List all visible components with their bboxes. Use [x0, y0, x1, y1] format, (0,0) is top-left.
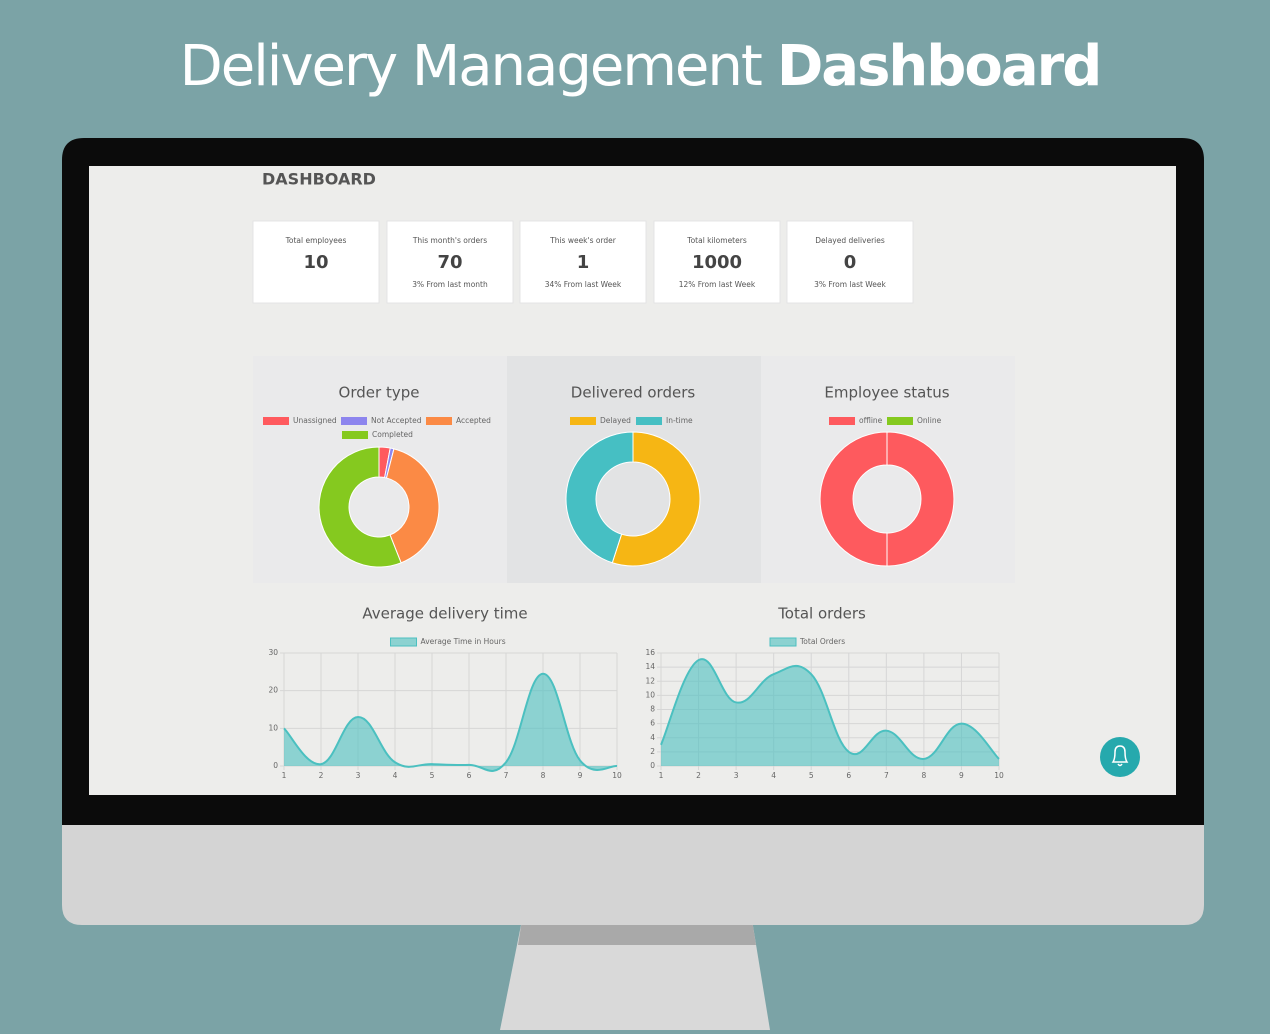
x-tick-label: 10 — [994, 771, 1004, 780]
x-tick-label: 3 — [734, 771, 739, 780]
x-tick-label: 7 — [884, 771, 889, 780]
x-tick-label: 1 — [282, 771, 287, 780]
donut-slice — [318, 446, 402, 568]
bell-icon[interactable] — [1111, 745, 1129, 767]
donut-slice — [819, 431, 955, 567]
y-tick-label: 0 — [273, 761, 278, 770]
card-note: 34% From last Week — [545, 280, 622, 289]
area-fill — [284, 673, 617, 771]
dashboard-title: DASHBOARD — [262, 170, 376, 189]
card-note: 3% From last Week — [814, 280, 886, 289]
x-tick-label: 5 — [809, 771, 814, 780]
chart-title: Delivered orders — [571, 384, 696, 402]
chart-title: Employee status — [824, 384, 949, 402]
x-tick-label: 4 — [393, 771, 398, 780]
y-tick-label: 8 — [650, 705, 655, 714]
headline-regular: Delivery Management — [180, 34, 762, 99]
card-note: 12% From last Week — [679, 280, 756, 289]
legend-label: Completed — [372, 430, 413, 439]
legend-label: offline — [859, 416, 883, 425]
card-label: This week's order — [549, 236, 617, 245]
legend-swatch — [263, 417, 289, 425]
card-label: Delayed deliveries — [815, 236, 885, 245]
y-tick-label: 30 — [268, 648, 278, 657]
stat-card — [786, 220, 914, 304]
x-tick-label: 7 — [504, 771, 509, 780]
monitor-stand — [500, 920, 770, 1030]
x-tick-label: 2 — [696, 771, 701, 780]
legend-swatch — [829, 417, 855, 425]
y-tick-label: 0 — [650, 761, 655, 770]
card-value: 10 — [303, 252, 328, 273]
legend-label: Total Orders — [799, 637, 845, 646]
legend-label: Not Accepted — [371, 416, 422, 425]
stat-card — [386, 220, 514, 304]
y-tick-label: 2 — [650, 747, 655, 756]
headline-bold: Dashboard — [777, 34, 1101, 99]
stat-card — [252, 220, 380, 304]
area-line — [283, 672, 618, 772]
y-tick-label: 10 — [645, 690, 655, 699]
x-tick-label: 8 — [921, 771, 926, 780]
legend-swatch — [341, 417, 367, 425]
y-tick-label: 14 — [645, 662, 655, 671]
legend-swatch — [570, 417, 596, 425]
legend-label: Delayed — [600, 416, 631, 425]
legend-swatch — [769, 637, 797, 647]
y-tick-label: 16 — [645, 648, 655, 657]
chart-title: Order type — [339, 384, 420, 402]
legend-label: In-time — [666, 416, 693, 425]
donut-slice — [611, 431, 701, 567]
card-note: 3% From last month — [412, 280, 488, 289]
legend-label: Accepted — [456, 416, 491, 425]
card-label: Total kilometers — [686, 236, 747, 245]
stat-card — [653, 220, 781, 304]
y-tick-label: 12 — [645, 676, 655, 685]
legend-swatch — [636, 417, 662, 425]
headline: Delivery Management Dashboard — [180, 34, 1101, 99]
x-tick-label: 3 — [356, 771, 361, 780]
x-tick-label: 8 — [541, 771, 546, 780]
stat-card — [519, 220, 647, 304]
y-tick-label: 4 — [650, 733, 655, 742]
card-label: This month's orders — [412, 236, 487, 245]
y-tick-label: 10 — [268, 723, 278, 732]
button-circle[interactable] — [1100, 737, 1140, 777]
legend-swatch — [887, 417, 913, 425]
x-tick-label: 9 — [578, 771, 583, 780]
area-line — [660, 658, 1000, 760]
notification-button[interactable] — [1100, 737, 1140, 777]
donut-slice — [385, 448, 440, 564]
area-fill — [661, 659, 999, 766]
legend-swatch — [342, 431, 368, 439]
legend-label: Online — [917, 416, 942, 425]
x-tick-label: 10 — [612, 771, 622, 780]
legend-label: Average Time in Hours — [421, 637, 506, 646]
x-tick-label: 5 — [430, 771, 435, 780]
stand-shadow — [518, 920, 756, 945]
y-tick-label: 6 — [650, 719, 655, 728]
y-tick-label: 20 — [268, 686, 278, 695]
x-tick-label: 1 — [659, 771, 664, 780]
card-value: 70 — [437, 252, 462, 273]
x-tick-label: 9 — [959, 771, 964, 780]
card-value: 1000 — [692, 252, 742, 273]
x-tick-label: 2 — [319, 771, 324, 780]
card-value: 1 — [577, 252, 590, 273]
x-tick-label: 4 — [771, 771, 776, 780]
chart-title: Average delivery time — [362, 605, 527, 623]
donut-slice — [565, 431, 634, 564]
legend-swatch — [390, 637, 417, 647]
chart-title: Total orders — [777, 605, 866, 623]
legend-swatch — [426, 417, 452, 425]
x-tick-label: 6 — [846, 771, 851, 780]
monitor-chin — [62, 820, 1204, 925]
card-label: Total employees — [285, 236, 347, 245]
x-tick-label: 6 — [467, 771, 472, 780]
card-value: 0 — [844, 252, 857, 273]
legend-label: Unassigned — [293, 416, 337, 425]
